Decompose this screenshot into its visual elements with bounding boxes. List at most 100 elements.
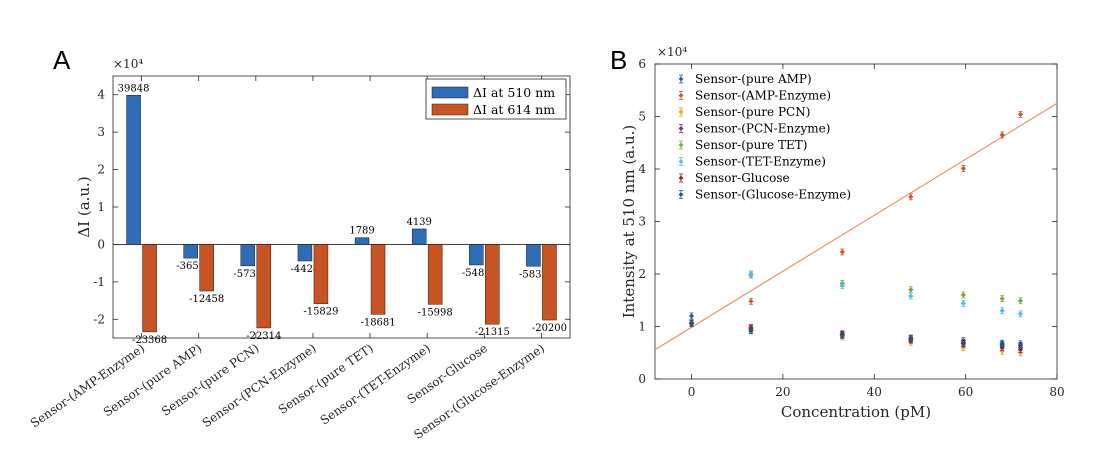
data-point (1017, 342, 1024, 348)
bar-value-label: -5730 (233, 269, 262, 280)
data-point (748, 298, 754, 304)
bar-value-label: -5489 (462, 268, 491, 279)
x-tick-label: 60 (958, 385, 973, 399)
bar-614nm (142, 244, 157, 333)
bar-510nm (469, 244, 484, 266)
panel-a-letter: A (53, 45, 71, 75)
bar-value-label: 39848 (118, 83, 150, 94)
panel-b-x-axis-label: Concentration (pM) (781, 403, 931, 421)
data-point (960, 300, 966, 306)
legend-label: Sensor-Glucose (695, 171, 790, 185)
data-point (908, 287, 914, 293)
legend-marker (678, 142, 684, 148)
y-tick-label: 3 (638, 215, 646, 229)
bar-value-label: 4139 (406, 217, 431, 228)
data-point (1017, 311, 1024, 317)
bar-614nm (485, 244, 500, 325)
data-point (748, 328, 754, 334)
legend-swatch (431, 103, 469, 116)
legend-label: Sensor-(Glucose-Enzyme) (695, 188, 851, 202)
data-point (999, 348, 1005, 354)
legend-label: ΔI at 614 nm (473, 102, 555, 117)
y-tick-label: 1 (97, 200, 105, 214)
data-point (1017, 111, 1024, 117)
bar-value-label: -12458 (189, 294, 224, 305)
bar-value-label: -4424 (291, 264, 320, 275)
x-category-label: Sensor-(PCN-Enzyme) (200, 341, 319, 430)
legend-swatch (431, 86, 469, 99)
data-point (960, 339, 966, 345)
bar-value-label: -15998 (418, 307, 453, 318)
y-tick-label: 3 (97, 125, 105, 139)
bar-614nm (199, 244, 214, 292)
legend-marker (678, 76, 684, 82)
data-point (839, 249, 845, 255)
legend-label: Sensor-(pure PCN) (695, 105, 810, 119)
x-tick-label: 80 (1049, 385, 1064, 399)
bar-614nm (256, 244, 272, 329)
y-tick-label: 6 (638, 57, 646, 71)
panel-a-multiplier: ×10⁴ (113, 57, 143, 71)
data-point (908, 335, 914, 342)
x-category-label: Sensor-(pure PCN) (159, 341, 262, 419)
bar-value-label: -21315 (475, 327, 510, 338)
y-tick-label: 2 (638, 267, 646, 281)
fit-line (655, 102, 1057, 351)
data-point (839, 282, 845, 289)
y-tick-label: -2 (93, 312, 105, 326)
x-tick-label: 40 (867, 385, 882, 399)
legend-marker (678, 126, 684, 131)
y-tick-label: 1 (638, 320, 646, 334)
bar-510nm (240, 244, 256, 267)
data-point (999, 341, 1005, 347)
data-point (839, 332, 845, 339)
data-point (908, 194, 914, 200)
bar-510nm (297, 244, 313, 262)
legend-label: Sensor-(AMP-Enzyme) (695, 89, 831, 103)
legend-marker (678, 109, 684, 115)
y-tick-label: 5 (638, 110, 646, 124)
data-point (908, 293, 914, 299)
bar-510nm (183, 244, 198, 259)
data-point (999, 296, 1005, 302)
bar-614nm (542, 244, 557, 321)
legend-marker (678, 159, 684, 164)
panel-a-y-axis-label: ΔI (a.u.) (75, 176, 93, 237)
bar-value-label: -15829 (303, 307, 338, 318)
bar-value-label: -20200 (532, 323, 567, 334)
legend-label: Sensor-(TET-Enzyme) (695, 155, 826, 169)
data-point (688, 320, 695, 326)
data-point (999, 308, 1005, 314)
legend-label: Sensor-(pure AMP) (695, 72, 812, 86)
panel-b: B 0 20 40 60 80 0 1 2 3 4 5 6 ×10⁴ Intensity at 510… (610, 45, 1065, 421)
bar-510nm (126, 95, 141, 245)
y-tick-label: 4 (638, 162, 646, 176)
data-point (999, 132, 1005, 138)
bar-value-label: -23368 (132, 335, 167, 346)
panel-b-multiplier: ×10⁴ (657, 45, 687, 59)
legend-label: Sensor-(PCN-Enzyme) (695, 122, 830, 136)
panel-a-content: -2-101234Sensor-(AMP-Enzyme)39848-23368S… (28, 76, 570, 442)
panel-a-legend: ΔI at 510 nm ΔI at 614 nm (425, 78, 567, 120)
bar-614nm (427, 244, 443, 305)
data-point (748, 271, 754, 277)
bar-value-label: 1789 (349, 226, 374, 237)
panel-b-y-axis-label: Intensity at 510 nm (a.u.) (620, 125, 638, 319)
x-category-label: Sensor-(TET-Enzyme) (318, 341, 433, 428)
bar-614nm (370, 244, 386, 315)
bar-value-label: -3659 (176, 261, 205, 272)
x-tick-label: 20 (775, 385, 790, 399)
panel-b-letter: B (610, 45, 627, 75)
bar-value-label: -5835 (519, 269, 548, 280)
x-category-label: Sensor-(pure AMP) (101, 341, 205, 419)
bar-510nm (354, 237, 370, 245)
panel-b-content: 0 20 40 60 80 0 1 2 3 4 5 6 (638, 57, 1064, 399)
data-point (688, 313, 695, 319)
legend-label: ΔI at 510 nm (473, 85, 555, 100)
legend-marker (678, 192, 684, 197)
legend-label: Sensor-(pure TET) (695, 138, 807, 152)
bar-value-label: -18681 (360, 317, 395, 328)
legend-marker (678, 93, 684, 98)
x-category-label: Sensor-(pure TET) (276, 341, 376, 417)
